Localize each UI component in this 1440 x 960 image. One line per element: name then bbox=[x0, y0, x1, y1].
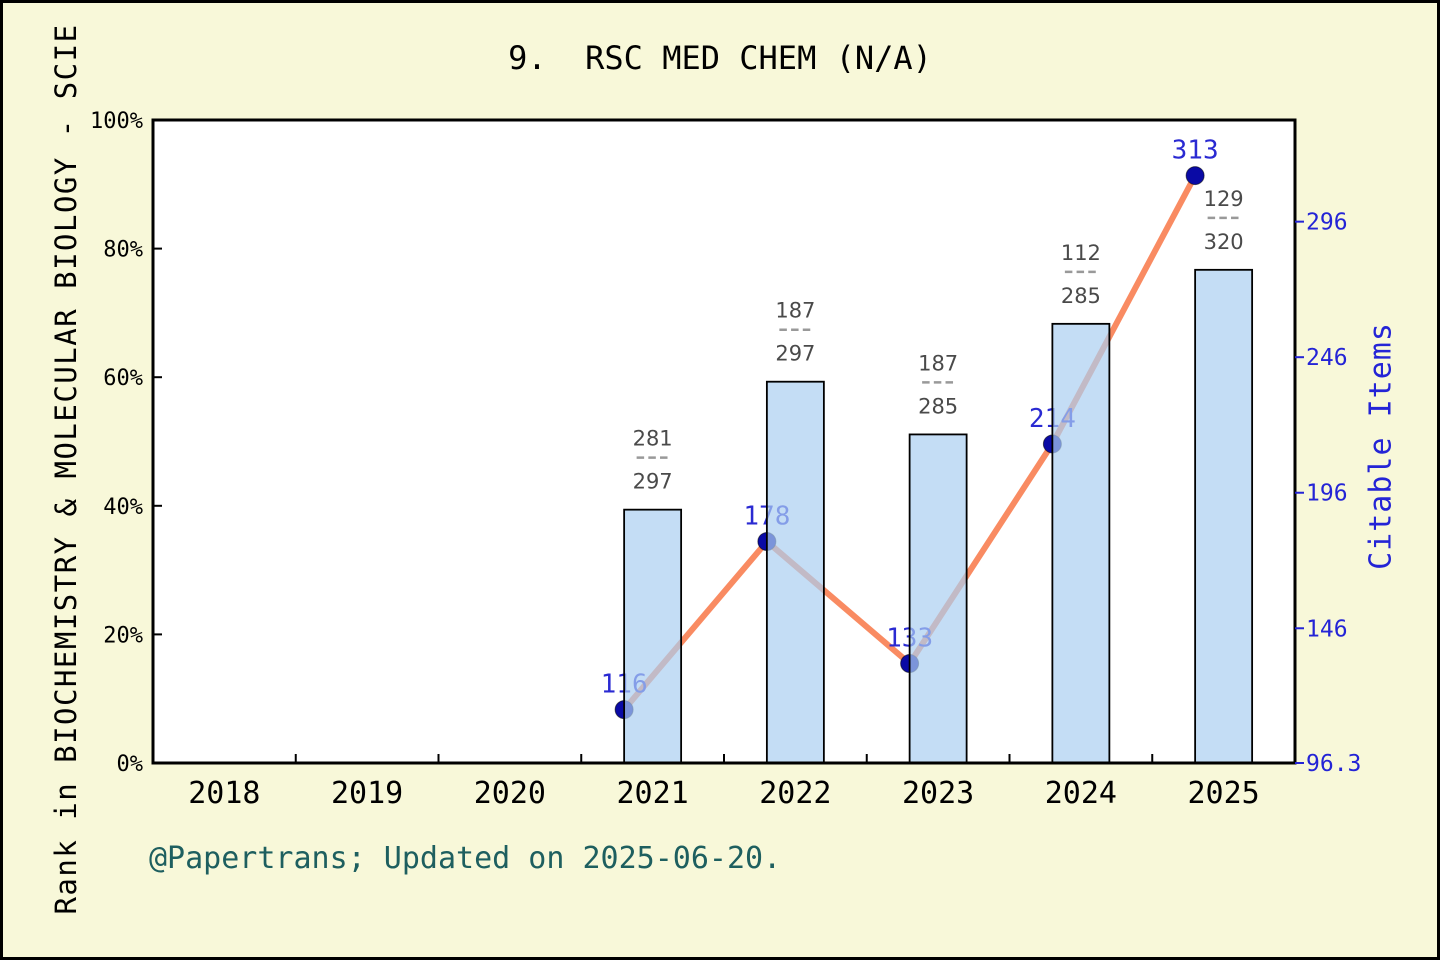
y-right-tick-label: 296 bbox=[1306, 210, 1348, 236]
x-tick-label-2024: 2024 bbox=[1045, 776, 1117, 811]
y-left-tick-label: 0% bbox=[117, 752, 144, 777]
rank-denominator-2021: 297 bbox=[633, 470, 673, 494]
y-left-tick-label: 60% bbox=[103, 366, 143, 391]
y-right-tick-label: 246 bbox=[1306, 345, 1348, 371]
bar-2025 bbox=[1194, 268, 1254, 764]
bar-2023 bbox=[908, 433, 968, 764]
plot-svg: 1161781332143132812971872971872851122851… bbox=[90, 109, 1361, 811]
bar-2022 bbox=[765, 380, 825, 764]
rank-numerator-2022: 187 bbox=[775, 299, 815, 323]
x-tick-label-2023: 2023 bbox=[902, 776, 974, 811]
point-value-label-2025: 313 bbox=[1172, 136, 1219, 166]
rank-denominator-2023: 285 bbox=[918, 394, 958, 418]
x-tick-label-2020: 2020 bbox=[474, 776, 546, 811]
footer-note: @Papertrans; Updated on 2025-06-20. bbox=[149, 841, 782, 876]
rank-numerator-2025: 129 bbox=[1204, 187, 1244, 211]
rank-numerator-2021: 281 bbox=[633, 427, 673, 451]
y-left-tick-label: 40% bbox=[103, 495, 143, 520]
rank-numerator-2024: 112 bbox=[1061, 241, 1101, 265]
x-tick-label-2021: 2021 bbox=[617, 776, 689, 811]
x-tick-label-2025: 2025 bbox=[1188, 776, 1260, 811]
rank-denominator-2024: 285 bbox=[1061, 284, 1101, 308]
data-point-2025 bbox=[1185, 166, 1205, 186]
y-left-tick-label: 20% bbox=[103, 623, 143, 648]
bar-2021 bbox=[623, 508, 683, 764]
y-left-tick-label: 100% bbox=[90, 109, 143, 134]
y-left-tick-label: 80% bbox=[103, 238, 143, 263]
y-right-base-label: 96.3 bbox=[1306, 751, 1361, 777]
x-tick-label-2019: 2019 bbox=[331, 776, 403, 811]
x-tick-label-2018: 2018 bbox=[188, 776, 260, 811]
x-tick-label-2022: 2022 bbox=[759, 776, 831, 811]
bar-2024 bbox=[1051, 322, 1111, 764]
y-right-tick-label: 196 bbox=[1306, 481, 1348, 507]
y-right-tick-label: 146 bbox=[1306, 616, 1348, 642]
chart-title: 9. RSC MED CHEM (N/A) bbox=[508, 39, 932, 77]
rank-numerator-2023: 187 bbox=[918, 351, 958, 375]
rank-denominator-2025: 320 bbox=[1204, 230, 1244, 254]
rank-denominator-2022: 297 bbox=[775, 342, 815, 366]
plot-area bbox=[153, 120, 1295, 763]
